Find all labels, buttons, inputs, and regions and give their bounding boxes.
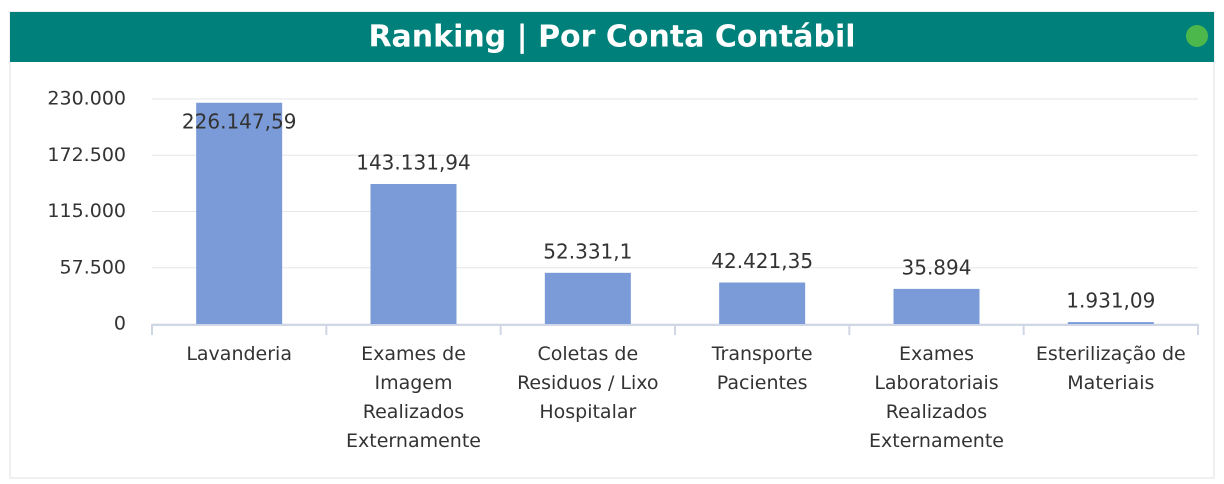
x-tick-label: Lavanderia — [186, 343, 292, 365]
status-dot — [1186, 25, 1208, 47]
x-tick-label: Exames Laboratoriais Realizados Externam… — [869, 343, 1004, 452]
bar — [893, 288, 980, 324]
header-bar — [10, 12, 1214, 62]
data-label: 226.147,59 — [182, 110, 297, 134]
y-tick-label: 0 — [114, 313, 126, 335]
bar — [544, 272, 631, 324]
bar — [1067, 322, 1154, 324]
x-tick-label: Exames de Imagem Realizados Externamente — [346, 343, 481, 452]
data-label: 143.131,94 — [356, 150, 471, 174]
x-tick-label: Coletas de Residuos / Lixo Hospitalar — [517, 343, 659, 423]
data-label: 42.421,35 — [711, 249, 813, 273]
chart-title: Ranking | Por Conta Contábil — [368, 20, 855, 55]
y-tick-label: 57.500 — [60, 256, 126, 278]
x-tick-label: Transporte Pacientes — [711, 343, 813, 394]
bar — [196, 102, 283, 324]
y-tick-label: 115.000 — [47, 200, 126, 222]
y-tick-label: 172.500 — [47, 144, 126, 166]
bar — [719, 282, 806, 324]
x-tick-label: Esterilização de Materiais — [1035, 343, 1186, 394]
data-label: 35.894 — [902, 255, 972, 279]
bar — [370, 183, 457, 324]
data-label: 52.331,1 — [543, 239, 632, 263]
data-label: 1.931,09 — [1066, 289, 1155, 313]
y-tick-label: 230.000 — [47, 88, 126, 110]
